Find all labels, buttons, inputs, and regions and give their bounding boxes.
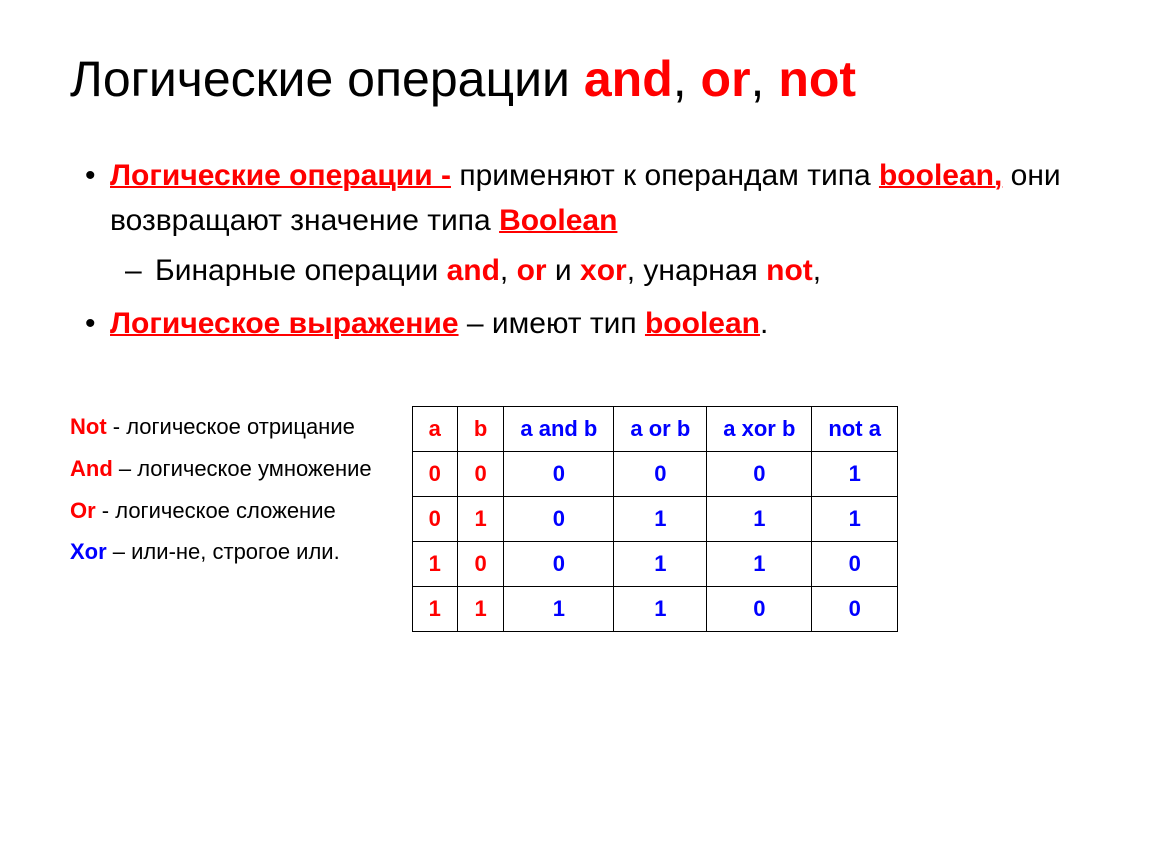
td-and: 0 — [504, 497, 614, 542]
td-not: 1 — [812, 452, 898, 497]
th-xor: a xor b — [707, 407, 812, 452]
sub1-kw4: not — [766, 254, 813, 287]
op-xor: Xor – или-не, строгое или. — [70, 531, 372, 573]
table-row: 0 1 0 1 1 1 — [412, 497, 897, 542]
op-and-kw: And — [70, 456, 113, 481]
title-kw-and: and — [584, 51, 673, 107]
td-not: 0 — [812, 542, 898, 587]
sub-bullets: Бинарные операции and, or и xor, унарная… — [110, 248, 1080, 293]
td-b: 1 — [457, 587, 503, 632]
td-b: 0 — [457, 452, 503, 497]
bullet2-term: Логическое выражение — [110, 307, 459, 340]
op-and: And – логическое умножение — [70, 448, 372, 490]
sub1-text4: , — [813, 254, 821, 287]
bullet1-kw1: boolean, — [879, 159, 1002, 192]
td-or: 0 — [614, 452, 707, 497]
sub1-kw2: or — [517, 254, 547, 287]
sub1-kw1: and — [447, 254, 500, 287]
bullet1-term: Логические операции - — [110, 159, 451, 192]
td-a: 1 — [412, 587, 457, 632]
td-a: 0 — [412, 497, 457, 542]
operations-legend: Not - логическое отрицание And – логичес… — [70, 406, 372, 573]
sub-bullet-1: Бинарные операции and, or и xor, унарная… — [155, 248, 1080, 293]
bullet1-text1: применяют к операндам типа — [451, 159, 879, 192]
td-a: 1 — [412, 542, 457, 587]
table-header-row: a b a and b a or b a xor b not a — [412, 407, 897, 452]
bottom-section: Not - логическое отрицание And – логичес… — [70, 406, 1080, 632]
title-kw-not: not — [778, 51, 856, 107]
th-b: b — [457, 407, 503, 452]
sub1-sep1: , — [500, 254, 517, 287]
td-xor: 0 — [707, 587, 812, 632]
td-and: 0 — [504, 452, 614, 497]
bullet-item-1: Логические операции - применяют к операн… — [110, 153, 1080, 293]
op-not: Not - логическое отрицание — [70, 406, 372, 448]
td-a: 0 — [412, 452, 457, 497]
td-xor: 1 — [707, 542, 812, 587]
slide-title: Логические операции and, or, not — [70, 50, 1080, 108]
sub1-text3: , унарная — [627, 254, 766, 287]
th-not: not a — [812, 407, 898, 452]
th-a: a — [412, 407, 457, 452]
td-or: 1 — [614, 587, 707, 632]
table-row: 1 1 1 1 0 0 — [412, 587, 897, 632]
op-xor-text: – или-не, строгое или. — [107, 539, 340, 564]
td-or: 1 — [614, 497, 707, 542]
sub1-text1: Бинарные операции — [155, 254, 447, 287]
op-or: Or - логическое сложение — [70, 490, 372, 532]
td-xor: 0 — [707, 452, 812, 497]
title-text: Логические операции — [70, 51, 584, 107]
table-row: 0 0 0 0 0 1 — [412, 452, 897, 497]
title-sep1: , — [673, 51, 701, 107]
title-kw-or: or — [701, 51, 751, 107]
op-not-text: - логическое отрицание — [107, 414, 355, 439]
title-sep2: , — [751, 51, 779, 107]
bullet-item-2: Логическое выражение – имеют тип boolean… — [110, 301, 1080, 346]
truth-table: a b a and b a or b a xor b not a 0 0 0 0… — [412, 406, 898, 632]
table-row: 1 0 0 1 1 0 — [412, 542, 897, 587]
td-not: 0 — [812, 587, 898, 632]
op-or-text: - логическое сложение — [96, 498, 336, 523]
td-xor: 1 — [707, 497, 812, 542]
td-b: 1 — [457, 497, 503, 542]
main-bullets: Логические операции - применяют к операн… — [70, 153, 1080, 346]
td-not: 1 — [812, 497, 898, 542]
op-not-kw: Not — [70, 414, 107, 439]
sub1-kw3: xor — [580, 254, 627, 287]
op-xor-kw: Xor — [70, 539, 107, 564]
bullet2-text1: – имеют тип — [459, 307, 645, 340]
bullet2-kw1: boolean — [645, 307, 760, 340]
bullet2-text2: . — [760, 307, 768, 340]
sub1-text2: и — [547, 254, 580, 287]
op-and-text: – логическое умножение — [113, 456, 372, 481]
td-and: 0 — [504, 542, 614, 587]
th-or: a or b — [614, 407, 707, 452]
td-or: 1 — [614, 542, 707, 587]
bullet1-kw2: Boolean — [499, 204, 617, 237]
td-b: 0 — [457, 542, 503, 587]
op-or-kw: Or — [70, 498, 96, 523]
th-and: a and b — [504, 407, 614, 452]
td-and: 1 — [504, 587, 614, 632]
